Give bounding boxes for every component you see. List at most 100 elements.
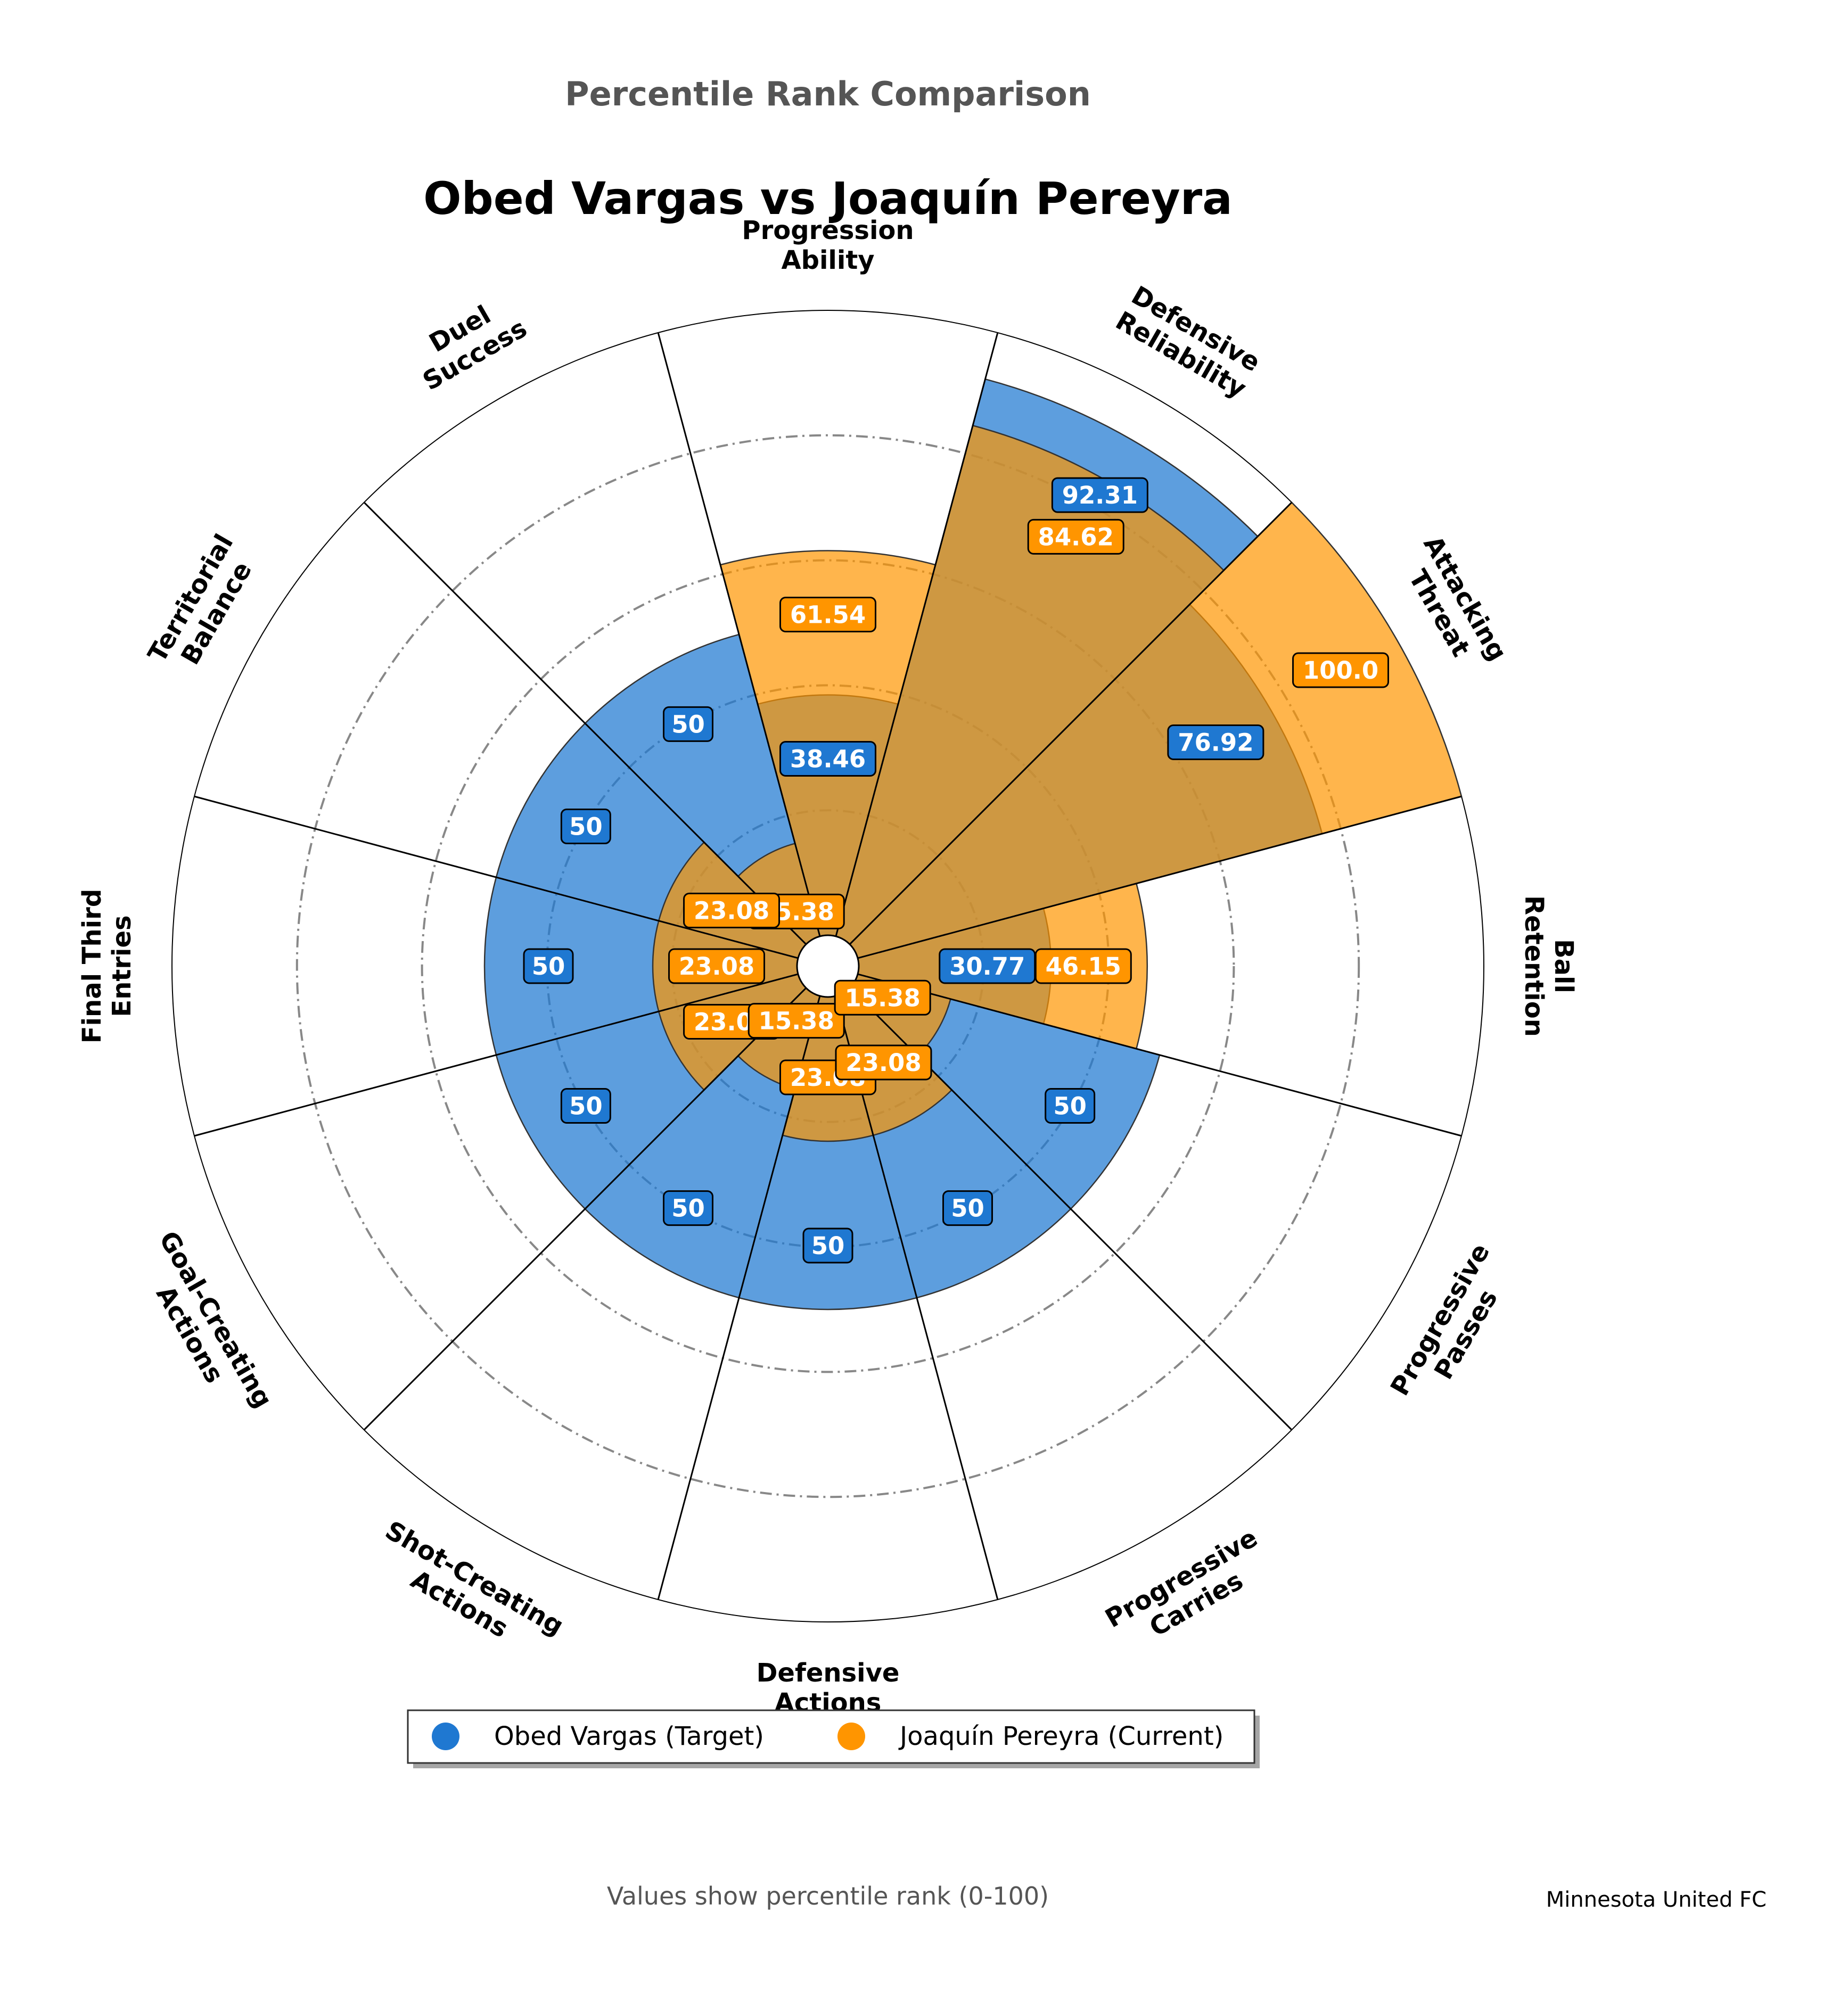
value-label-joaquin-5: 23.08 — [683, 893, 781, 929]
value-label-text: 38.46 — [790, 745, 866, 773]
value-label-text: 30.77 — [949, 952, 1025, 980]
value-label-box — [1167, 724, 1264, 760]
value-label-obed-8: 50 — [663, 1190, 713, 1226]
value-label-box — [834, 979, 931, 1016]
sector-divider — [849, 501, 1293, 945]
value-label-obed-9: 50 — [802, 1227, 853, 1264]
value-label-joaquin-2: 84.62 — [1027, 518, 1124, 555]
value-label-box — [1027, 518, 1124, 555]
value-label-joaquin-0: 46.15 — [1034, 948, 1132, 984]
value-label-text: 61.54 — [790, 601, 866, 629]
category-label-11: ProgressivePasses — [1385, 1238, 1522, 1415]
value-label-joaquin-6: 23.08 — [668, 948, 766, 984]
category-label-line: Progression — [742, 216, 914, 245]
footer-note: Values show percentile rank (0-100) — [607, 1882, 1049, 1910]
footer-team: Minnesota United FC — [1546, 1888, 1767, 1912]
value-label-obed-1: 76.92 — [1167, 724, 1264, 760]
value-label-obed-3: 38.46 — [779, 740, 876, 777]
value-label-text: 23.08 — [694, 897, 769, 925]
category-label-line: Ability — [781, 245, 874, 275]
category-label-line: Entries — [107, 915, 137, 1017]
sector-divider — [657, 995, 821, 1600]
value-label-obed-4: 50 — [663, 706, 713, 742]
value-label-box — [835, 1044, 932, 1081]
category-label-4: DuelSuccess — [403, 287, 532, 397]
category-label-1: AttackingThreat — [1392, 531, 1513, 681]
category-label-line: Final Third — [77, 889, 107, 1043]
category-label-line: Retention — [1519, 895, 1549, 1037]
value-label-text: 50 — [569, 813, 603, 841]
value-label-text: 50 — [811, 1232, 845, 1260]
legend: Obed Vargas (Target) Joaquín Pereyra (Cu… — [407, 1709, 1260, 1768]
value-label-obed-7: 50 — [560, 1088, 611, 1124]
sector-divider — [835, 995, 999, 1600]
value-label-text: 15.38 — [845, 984, 921, 1012]
value-label-box — [523, 948, 574, 984]
sector-divider — [194, 973, 799, 1137]
value-label-text: 92.31 — [1062, 481, 1138, 509]
category-label-line: Defensive — [757, 1658, 900, 1688]
value-label-obed-11: 50 — [1045, 1088, 1096, 1124]
legend-marker-joaquin — [837, 1723, 865, 1750]
value-label-box — [779, 740, 876, 777]
value-label-text: 46.15 — [1046, 952, 1121, 980]
value-label-text: 100.0 — [1303, 656, 1378, 685]
value-label-text: 23.08 — [679, 952, 754, 980]
value-label-box — [1051, 477, 1148, 513]
value-label-text: 84.62 — [1038, 523, 1114, 551]
value-label-joaquin-8: 15.38 — [748, 1003, 845, 1039]
sector-divider — [857, 795, 1462, 959]
sector-divider — [363, 987, 807, 1431]
value-label-box — [748, 1003, 845, 1039]
value-label-box — [942, 1190, 993, 1226]
category-label-0: BallRetention — [1519, 895, 1579, 1037]
sector-dividers — [194, 332, 1462, 1600]
grid-ring — [295, 434, 1360, 1498]
sector-divider — [363, 501, 807, 945]
category-label-6: Final ThirdEntries — [77, 889, 137, 1043]
category-label-2: DefensiveReliability — [1111, 280, 1266, 404]
value-label-text: 76.92 — [1178, 728, 1253, 756]
legend-marker-obed — [432, 1723, 459, 1750]
value-label-joaquin-1: 100.0 — [1292, 652, 1390, 688]
value-label-obed-10: 50 — [942, 1190, 993, 1226]
value-label-text: 23.08 — [845, 1049, 921, 1077]
sector-divider — [857, 973, 1462, 1137]
value-label-obed-2: 92.31 — [1051, 477, 1148, 513]
chart-supertitle: Percentile Rank Comparison — [565, 75, 1091, 113]
category-label-10: ProgressiveCarries — [1100, 1523, 1277, 1660]
value-label-obed-5: 50 — [560, 809, 611, 844]
grid-ring — [421, 559, 1235, 1373]
category-label-8: Shot-CreatingActions — [365, 1515, 569, 1667]
legend-label-joaquin: Joaquín Pereyra (Current) — [898, 1721, 1223, 1751]
value-label-text: 15.38 — [759, 1007, 834, 1035]
value-label-box — [779, 597, 876, 633]
value-label-box — [939, 948, 1036, 984]
sector-divider — [657, 332, 821, 937]
value-label-obed-0: 30.77 — [939, 948, 1036, 984]
value-label-joaquin-10: 23.08 — [835, 1044, 932, 1081]
value-labels: 30.77 76.92 92.31 38.46 50 50 50 50 50 50 50 50 46.1… — [523, 477, 1390, 1264]
value-label-joaquin-11: 15.38 — [834, 979, 931, 1016]
value-label-box — [802, 1227, 853, 1264]
value-label-text: 50 — [569, 1092, 603, 1120]
category-label-9: Defensive Actions — [757, 1658, 900, 1718]
category-label-3: Progression Ability — [742, 216, 914, 275]
value-label-joaquin-3: 61.54 — [779, 597, 876, 633]
sector-divider — [835, 332, 999, 937]
value-label-text: 50 — [1053, 1092, 1087, 1120]
legend-label-obed: Obed Vargas (Target) — [494, 1721, 764, 1751]
value-label-text: 50 — [671, 710, 705, 738]
value-label-box — [560, 809, 611, 844]
category-label-line: Ball — [1549, 939, 1579, 993]
value-label-box — [1292, 652, 1390, 688]
value-label-text: 50 — [671, 1194, 705, 1223]
sector-divider — [194, 795, 799, 959]
chart-title: Obed Vargas vs Joaquín Pereyra — [423, 172, 1233, 225]
category-label-5: TerritorialBalance — [142, 529, 265, 682]
value-label-box — [663, 1190, 713, 1226]
value-label-text: 50 — [951, 1194, 984, 1223]
value-label-box — [1034, 948, 1132, 984]
value-label-box — [668, 948, 766, 984]
